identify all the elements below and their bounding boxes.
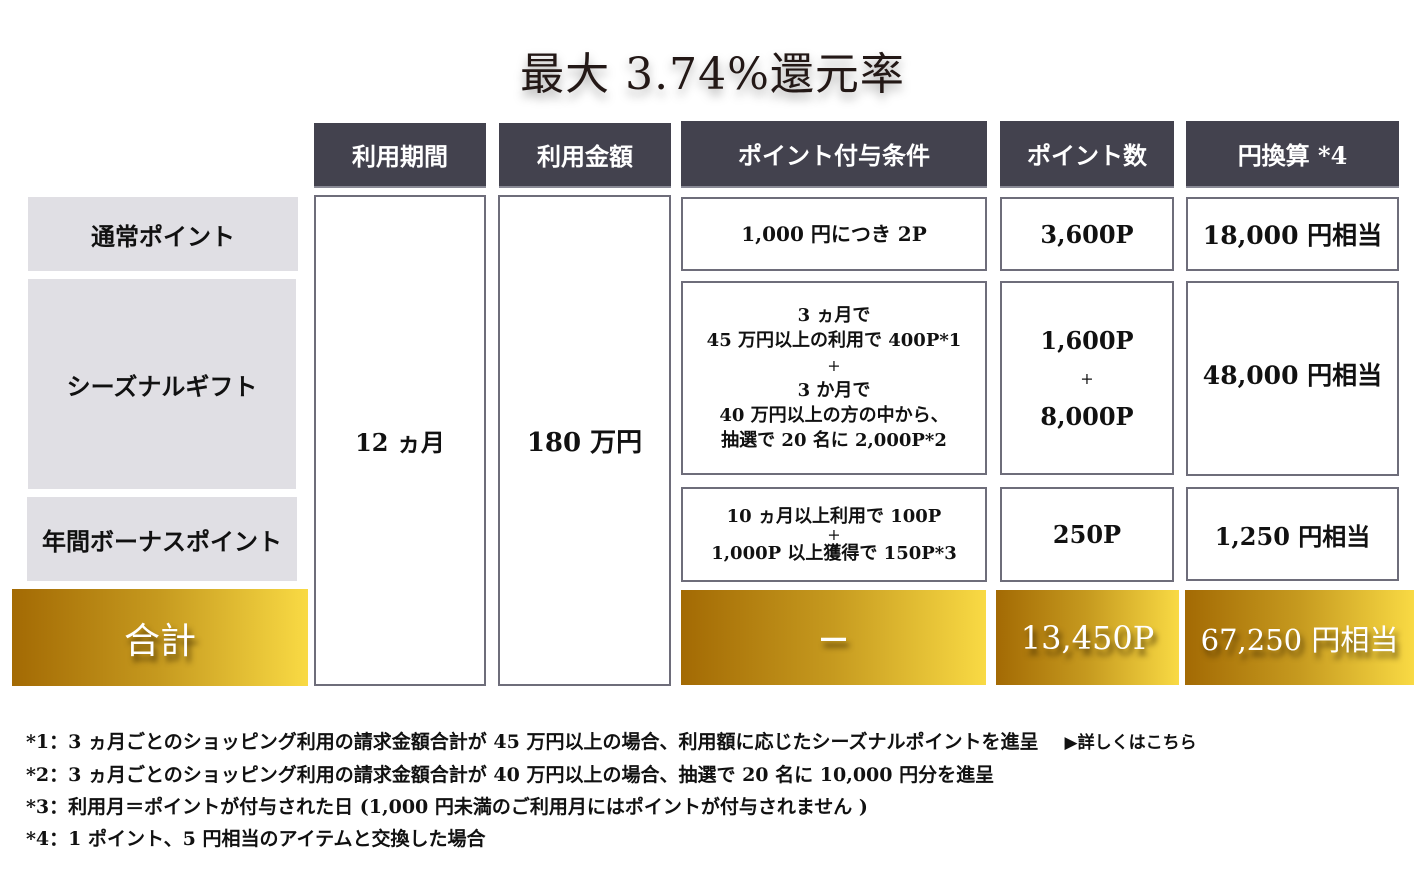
plus-sign: +: [827, 524, 841, 544]
yen-value: 48,000 円相当: [1202, 360, 1383, 390]
points-seasonal: 1,600P + 8,000P: [1000, 281, 1174, 475]
condition-line: 3 ヵ月で: [797, 305, 871, 326]
condition-seasonal: 3 ヵ月で 45 万円以上の利用で 400P*1 + 3 か月で 40 万円以上…: [681, 281, 987, 475]
condition-annual: 10 ヵ月以上利用で 100P + 1,000P 以上獲得で 150P*3: [681, 487, 987, 582]
points-value: 8,000P: [1040, 401, 1134, 431]
footnote-2: *2：3 ヵ月ごとのショッピング利用の請求金額合計が 40 万円以上の場合、抽選…: [26, 764, 995, 786]
footnote-text: *1：3 ヵ月ごとのショッピング利用の請求金額合計が 45 万円以上の場合、利用…: [26, 731, 1039, 753]
row-label-regular: 通常ポイント: [28, 197, 298, 271]
condition-regular: 1,000 円につき 2P: [681, 197, 987, 271]
condition-line: 10 ヵ月以上利用で 100P: [726, 505, 942, 527]
footnote-4: *4：1 ポイント、5 円相当のアイテムと交換した場合: [26, 828, 486, 850]
footnote-3: *3：利用月＝ポイントが付与された日 (1,000 円未満のご利用月にはポイント…: [26, 796, 868, 818]
condition-line: 3 か月で: [797, 380, 871, 401]
points-value: 1,600P: [1040, 325, 1134, 355]
condition-line: 抽選で 20 名に 2,000P*2: [721, 430, 947, 451]
points-annual: 250P: [1000, 487, 1174, 582]
footnote-1: *1：3 ヵ月ごとのショッピング利用の請求金額合計が 45 万円以上の場合、利用…: [26, 726, 1197, 759]
points-value: 250P: [1052, 520, 1122, 549]
plus-sign: +: [827, 356, 841, 375]
yen-regular: 18,000 円相当: [1186, 197, 1399, 271]
period-cell: 12 ヵ月: [314, 195, 486, 686]
amount-cell: 180 万円: [498, 195, 671, 686]
plus-sign: +: [1080, 368, 1094, 388]
amount-value: 180 万円: [526, 428, 643, 458]
total-points: 13,450P: [996, 590, 1179, 685]
condition-text: 1,000 円につき 2P: [741, 221, 927, 246]
condition-line: 45 万円以上の利用で 400P*1: [706, 330, 962, 351]
condition-line: 40 万円以上の方の中から、: [719, 405, 949, 426]
condition-line: 1,000P 以上獲得で 150P*3: [711, 542, 957, 564]
header-period: 利用期間: [314, 123, 486, 188]
header-amount: 利用金額: [499, 123, 671, 188]
total-yen: 67,250 円相当: [1185, 590, 1414, 685]
points-value: 3,600P: [1040, 219, 1134, 249]
total-label: 合計: [12, 589, 308, 686]
page-title: 最大 3.74%還元率: [520, 49, 905, 100]
period-value: 12 ヵ月: [355, 428, 445, 457]
header-condition: ポイント付与条件: [681, 121, 987, 188]
yen-annual: 1,250 円相当: [1186, 487, 1399, 581]
header-yen: 円換算 *4: [1186, 121, 1399, 188]
yen-value: 1,250 円相当: [1214, 521, 1371, 551]
row-label-annual: 年間ボーナスポイント: [27, 497, 297, 581]
header-points: ポイント数: [1000, 121, 1174, 188]
total-condition: —: [681, 590, 986, 685]
yen-value: 18,000 円相当: [1202, 221, 1383, 250]
row-label-seasonal: シーズナルギフト: [28, 279, 296, 489]
points-regular: 3,600P: [1000, 197, 1174, 271]
details-link[interactable]: ▶詳しくはこちら: [1064, 733, 1197, 753]
yen-seasonal: 48,000 円相当: [1186, 281, 1399, 476]
footnotes: *1：3 ヵ月ごとのショッピング利用の請求金額合計が 45 万円以上の場合、利用…: [26, 726, 1197, 855]
